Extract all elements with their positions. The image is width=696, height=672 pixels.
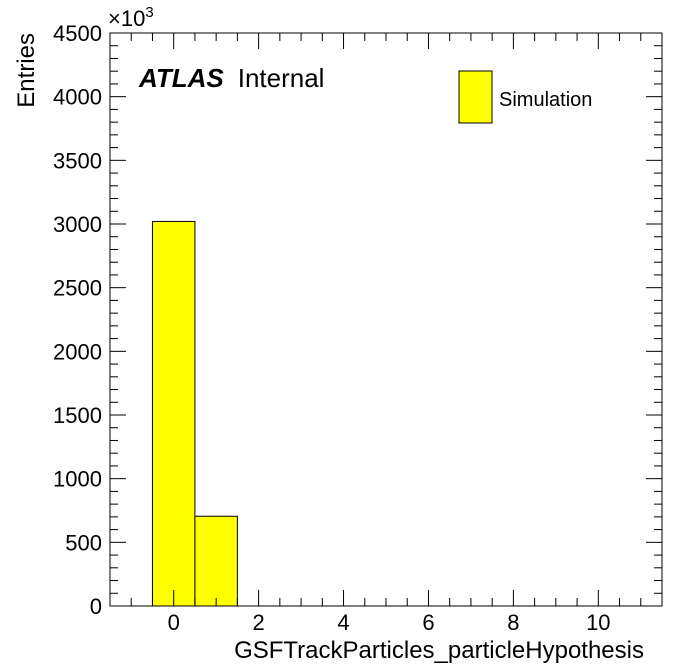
y-multiplier: ×103 xyxy=(108,4,154,31)
y-tick-label: 500 xyxy=(65,530,102,555)
x-tick-label: 10 xyxy=(586,610,610,635)
x-tick-label: 0 xyxy=(168,610,180,635)
x-tick-label: 2 xyxy=(252,610,264,635)
y-tick-label: 1000 xyxy=(53,467,102,492)
x-axis-title: GSFTrackParticles_particleHypothesis xyxy=(234,637,644,664)
y-tick-labels: 0 500 1000 1500 2000 2500 3000 3500 4000 4500 xyxy=(53,21,102,619)
y-tick-label: 4500 xyxy=(53,21,102,46)
x-tick-label: 8 xyxy=(507,610,519,635)
histogram-bar-0 xyxy=(151,220,196,607)
y-tick-label: 0 xyxy=(90,594,102,619)
histogram-bar-1 xyxy=(194,515,238,607)
x-tick-label: 6 xyxy=(422,610,434,635)
y-tick-label: 3000 xyxy=(53,212,102,237)
x-tick-label: 4 xyxy=(337,610,349,635)
atlas-label: ATLAS Internal xyxy=(138,63,324,93)
axis-ticks xyxy=(109,32,663,607)
y-axis-title: Entries xyxy=(13,33,40,108)
y-tick-label: 1500 xyxy=(53,403,102,428)
legend-label-simulation: Simulation xyxy=(499,89,592,111)
y-tick-label: 2500 xyxy=(53,276,102,301)
y-tick-label: 4000 xyxy=(53,85,102,110)
histogram-bars xyxy=(151,220,238,607)
y-tick-label: 3500 xyxy=(53,148,102,173)
x-tick-labels: 0 2 4 6 8 10 xyxy=(168,610,611,635)
legend: Simulation xyxy=(458,70,592,124)
legend-swatch-simulation xyxy=(458,70,493,124)
y-tick-label: 2000 xyxy=(53,339,102,364)
